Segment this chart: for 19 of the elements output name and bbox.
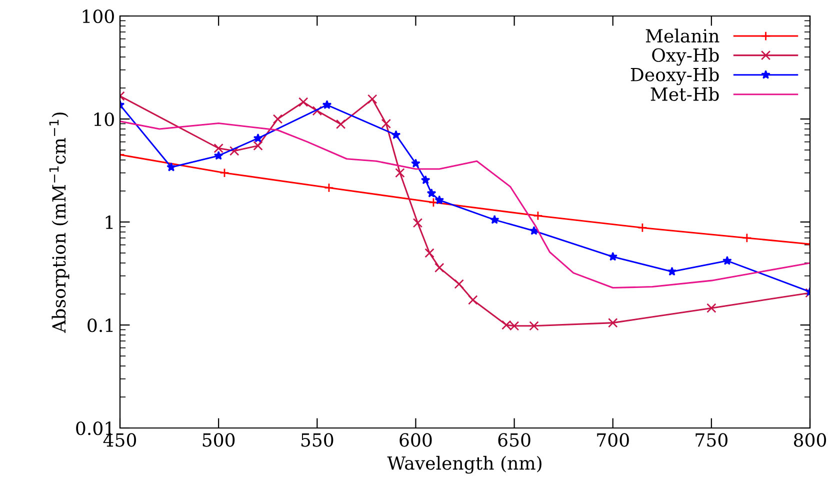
x-tick-label: 700	[597, 433, 629, 447]
y-tick-label: 100	[82, 9, 114, 24]
x-tick-label: 650	[498, 433, 530, 447]
x-tick-label: 500	[202, 433, 235, 447]
x-axis-title: Wavelength (nm)	[387, 456, 542, 474]
legend-label: Met-Hb	[650, 86, 719, 101]
x-tick-label: 450	[103, 433, 136, 447]
x-tick-label: 800	[794, 433, 826, 447]
legend-label: Oxy-Hb	[652, 48, 719, 66]
x-tick-label: 750	[696, 433, 728, 447]
x-tick-label: 600	[400, 433, 432, 447]
y-tick-label: 1	[106, 215, 113, 229]
x-tick-label: 550	[301, 433, 334, 447]
legend-label: Deoxy-Hb	[630, 67, 719, 86]
y-tick-label: 0.1	[88, 318, 113, 332]
legend-label: Melanin	[646, 28, 720, 43]
y-axis-title: Absorption (mM$^{−1}$cm$^{−1}$)	[49, 112, 70, 333]
y-tick-label: 0.01	[76, 421, 113, 436]
y-tick-label: 10	[94, 112, 114, 126]
